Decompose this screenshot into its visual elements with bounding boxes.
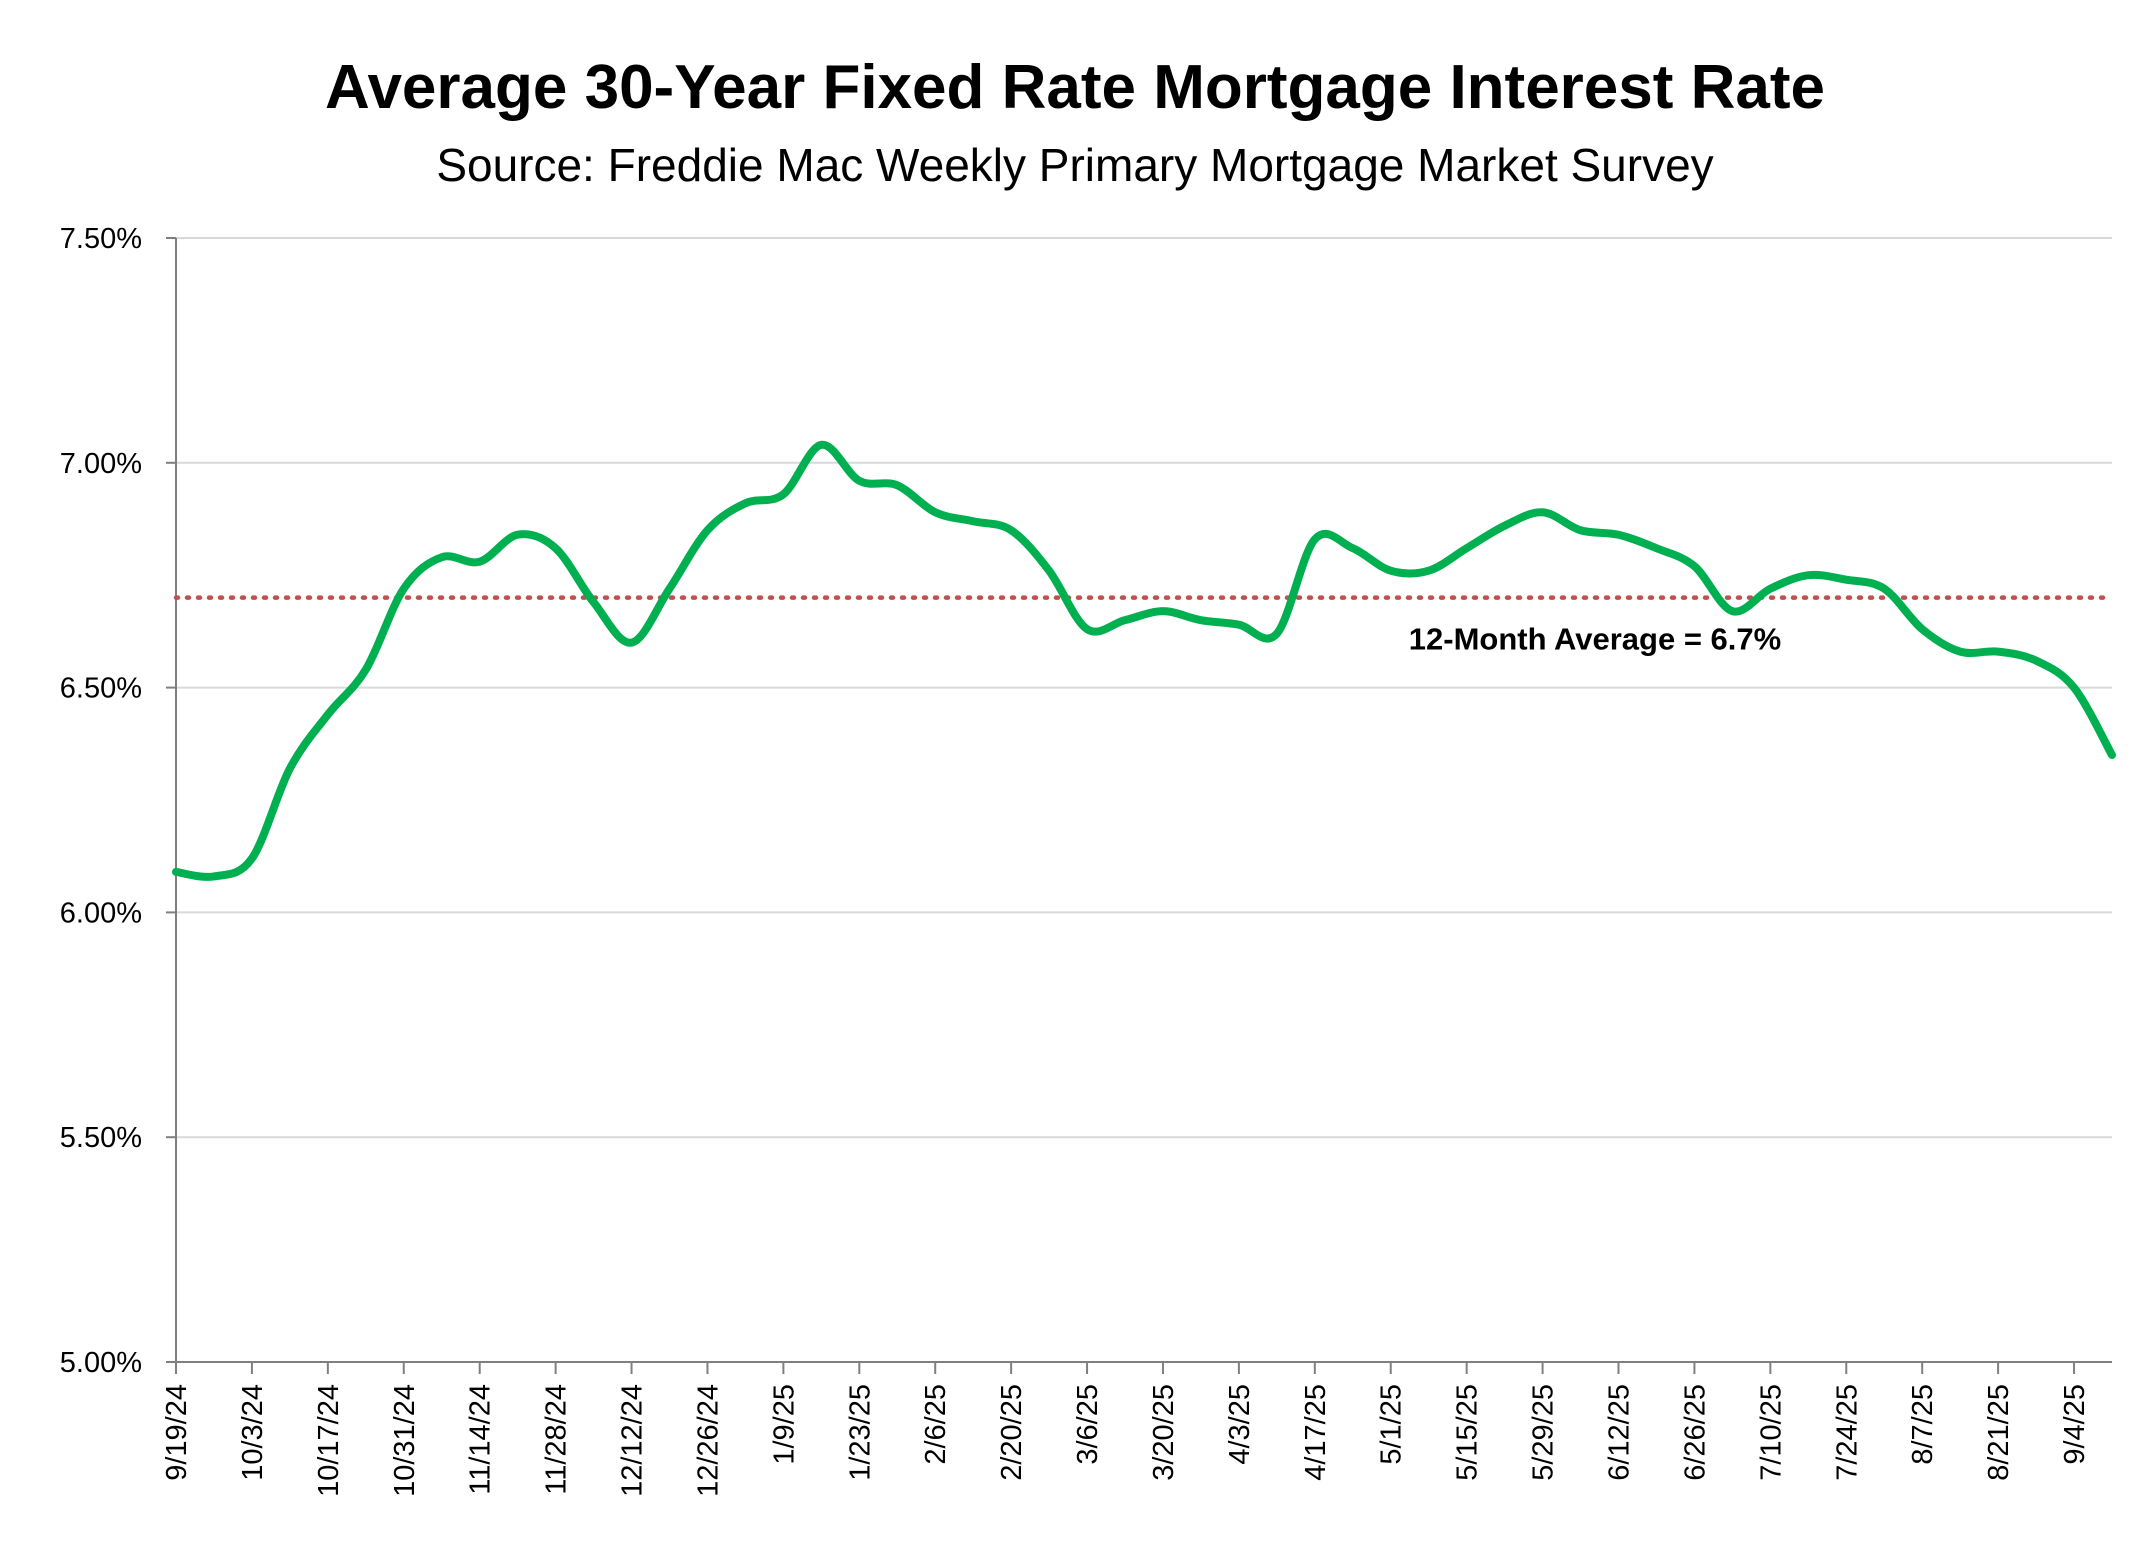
- x-tick-label: 1/23/25: [844, 1384, 876, 1481]
- y-tick-label: 5.50%: [60, 1122, 142, 1154]
- x-tick-label: 7/10/25: [1755, 1384, 1787, 1481]
- x-tick-label: 6/12/25: [1604, 1384, 1636, 1481]
- x-tick-label: 4/17/25: [1300, 1384, 1332, 1481]
- x-tick-label: 12/12/24: [617, 1384, 649, 1497]
- x-tick-label: 8/7/25: [1907, 1384, 1939, 1465]
- y-tick-label: 6.00%: [60, 897, 142, 929]
- x-tick-label: 6/26/25: [1679, 1384, 1711, 1481]
- grid-lines: [176, 237, 2112, 1139]
- x-tick-label: 3/6/25: [1072, 1384, 1104, 1465]
- x-tick-label: 2/6/25: [920, 1384, 952, 1465]
- x-axis-tick-labels: 9/19/24 10/3/24 10/17/24 10/31/24 11/14/24 11…: [161, 1384, 2091, 1497]
- average-annotation-label: 12-Month Average = 6.7%: [1409, 622, 1781, 657]
- x-tick-label: 11/28/24: [541, 1384, 573, 1495]
- x-tick-label: 4/3/25: [1224, 1384, 1256, 1465]
- series-line-mortgage-rate: [172, 440, 2116, 881]
- chart-title: Average 30-Year Fixed Rate Mortgage Inte…: [324, 53, 1826, 122]
- x-tick-label: 10/31/24: [389, 1384, 421, 1497]
- x-tick-label: 3/20/25: [1148, 1384, 1180, 1481]
- y-tick-label: 7.00%: [60, 448, 142, 480]
- x-tick-label: 2/20/25: [996, 1384, 1028, 1481]
- x-tick-label: 9/4/25: [2059, 1384, 2091, 1465]
- annotations: 12-Month Average = 6.7%: [1409, 622, 1781, 657]
- x-tick-label: 5/29/25: [1528, 1384, 1560, 1481]
- x-tick-label: 10/3/24: [237, 1384, 269, 1481]
- x-tick-label: 5/15/25: [1452, 1384, 1484, 1481]
- y-tick-label: 7.50%: [60, 223, 142, 255]
- x-tick-label: 9/19/24: [161, 1384, 193, 1481]
- series-group: [172, 440, 2116, 881]
- x-tick-label: 5/1/25: [1376, 1384, 1408, 1465]
- y-axis-tick-labels: 5.00% 5.50% 6.00% 6.50% 7.00% 7.50%: [60, 223, 142, 1379]
- x-tick-label: 11/14/24: [465, 1384, 497, 1495]
- chart-subtitle: Source: Freddie Mac Weekly Primary Mortg…: [436, 139, 1714, 191]
- x-tick-label: 7/24/25: [1831, 1384, 1863, 1481]
- x-tick-label: 8/21/25: [1983, 1384, 2015, 1481]
- x-tick-label: 10/17/24: [313, 1384, 345, 1497]
- y-tick-label: 5.00%: [60, 1347, 142, 1379]
- y-tick-label: 6.50%: [60, 673, 142, 705]
- x-tick-label: 1/9/25: [768, 1384, 800, 1465]
- x-tick-label: 12/26/24: [692, 1384, 724, 1497]
- axes: [166, 237, 2112, 1374]
